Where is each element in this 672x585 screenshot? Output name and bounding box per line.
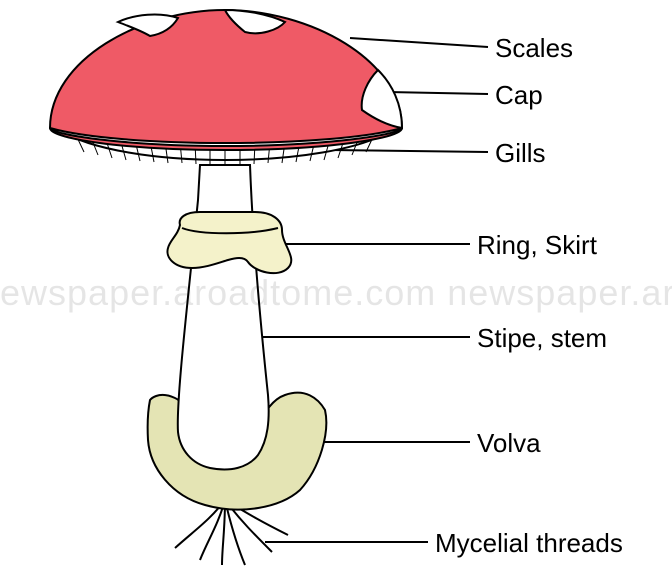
- cap: [50, 10, 402, 150]
- label-gills: Gills: [495, 140, 546, 166]
- label-volva: Volva: [477, 430, 541, 456]
- mushroom-anatomy-diagram: Scales Cap Gills Ring, Skirt Stipe, stem…: [0, 0, 672, 585]
- mushroom-svg: [0, 0, 672, 585]
- label-mycelium: Mycelial threads: [435, 530, 623, 556]
- label-text: Mycelial threads: [435, 528, 623, 558]
- label-stipe: Stipe, stem: [477, 325, 607, 351]
- stipe: [178, 165, 269, 469]
- label-scales: Scales: [495, 35, 573, 61]
- label-cap: Cap: [495, 82, 543, 108]
- label-ring: Ring, Skirt: [477, 232, 597, 258]
- label-text: Cap: [495, 80, 543, 110]
- label-text: Ring, Skirt: [477, 230, 597, 260]
- label-text: Scales: [495, 33, 573, 63]
- label-text: Gills: [495, 138, 546, 168]
- label-text: Volva: [477, 428, 541, 458]
- label-text: Stipe, stem: [477, 323, 607, 353]
